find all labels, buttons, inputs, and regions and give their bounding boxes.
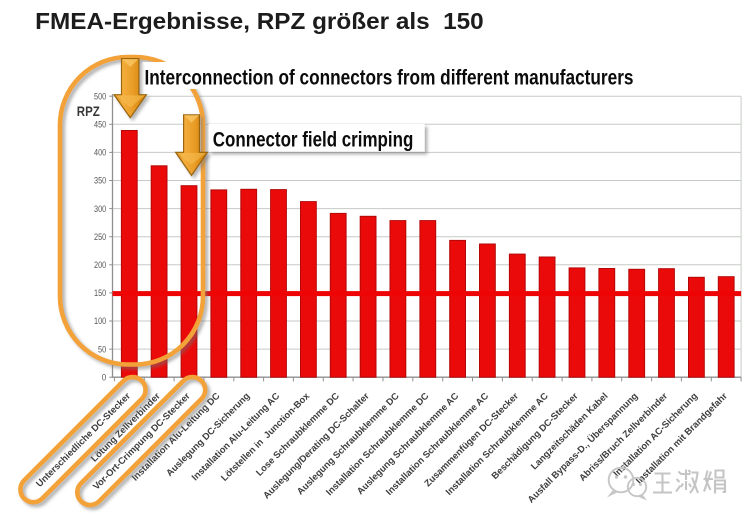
svg-text:200: 200: [94, 260, 106, 270]
svg-text:100: 100: [94, 316, 106, 326]
svg-text:Connector field crimping: Connector field crimping: [213, 128, 413, 152]
svg-text:0: 0: [102, 372, 106, 382]
svg-text:RPZ: RPZ: [77, 103, 100, 119]
svg-text:50: 50: [98, 344, 106, 354]
svg-text:500: 500: [94, 91, 106, 101]
svg-text:350: 350: [94, 176, 106, 186]
svg-text:FMEA-Ergebnisse, RPZ größer al: FMEA-Ergebnisse, RPZ größer als 150: [35, 8, 483, 34]
svg-text:150: 150: [94, 288, 106, 298]
svg-text:300: 300: [94, 204, 106, 214]
svg-text:400: 400: [94, 148, 106, 158]
svg-text:250: 250: [94, 232, 106, 242]
svg-text:Interconnection of connectors: Interconnection of connectors from diffe…: [145, 65, 634, 89]
svg-text:450: 450: [94, 120, 106, 130]
svg-text:Ausfall Bypass-D., Überspannun: Ausfall Bypass-D., Überspannung: [525, 390, 640, 505]
